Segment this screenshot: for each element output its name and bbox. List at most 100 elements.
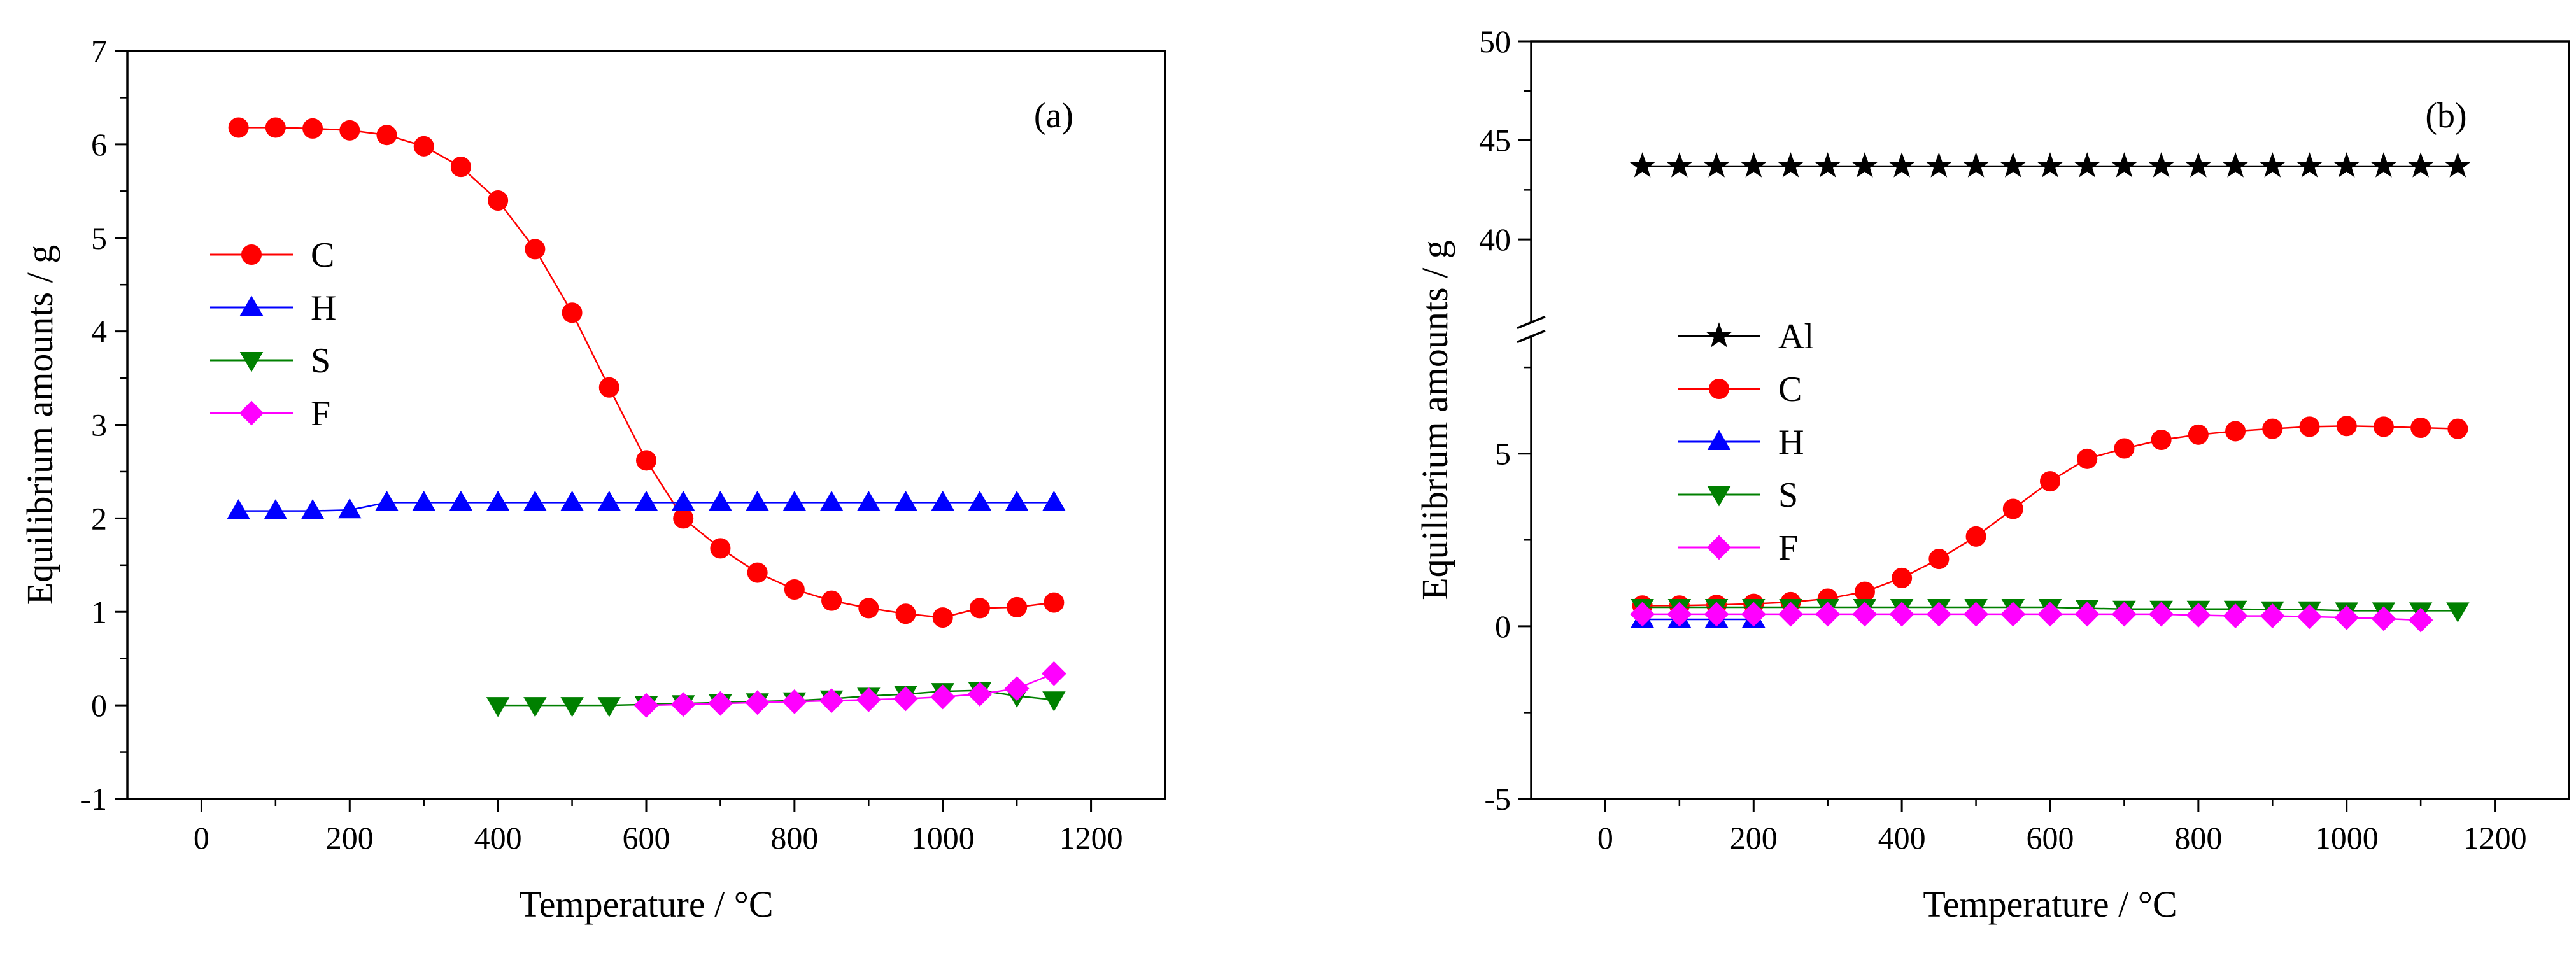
panel-b-data-point [2077, 448, 2098, 469]
panel-a-data-point [634, 490, 658, 511]
panel-b-data-point [2074, 602, 2100, 627]
panel-a-legend-entry: F [311, 394, 330, 433]
panel-a-data-point [969, 598, 990, 619]
panel-a-data-point [746, 490, 769, 511]
panel-a-data-point [782, 689, 807, 714]
panel-b-data-point [1889, 602, 1914, 627]
panel-a-data-point [671, 490, 695, 511]
panel-b-data-point [2149, 602, 2174, 627]
panel-b-series-f [1630, 602, 2433, 633]
panel-b-x-tick-label: 600 [2027, 820, 2074, 856]
panel-a-data-point [523, 697, 547, 717]
panel-a-data-point [597, 490, 621, 511]
panel-a-data-point [523, 490, 547, 511]
panel-b-x-tick-label: 0 [1597, 820, 1613, 856]
panel-a-data-point [745, 690, 770, 715]
panel-a-data-point [560, 490, 584, 511]
panel-b-data-point [2297, 604, 2322, 630]
panel-a-label: (a) [1034, 96, 1073, 136]
panel-a-series-c [228, 117, 1065, 628]
panel-b-data-point [1667, 602, 1692, 627]
panel-b-data-point [2002, 498, 2023, 519]
panel-a-x-tick-label: 0 [194, 820, 209, 856]
panel-b-data-point [2225, 421, 2246, 442]
panel-b-legend-entry: Al [1778, 317, 1814, 356]
panel-b-data-point [2336, 416, 2357, 437]
panel-a-legend-entry: S [311, 341, 330, 381]
panel-b-data-point [2408, 607, 2433, 633]
panel-b-data-point [1704, 602, 1729, 627]
panel-b-legend-marker [1709, 379, 1729, 399]
panel-a-series-line [238, 127, 1054, 619]
panel-a-data-point [894, 490, 917, 511]
panel-a-data-point [486, 490, 510, 511]
panel-b-data-point [1815, 602, 1841, 627]
panel-b-y-tick-label: 5 [1495, 436, 1511, 472]
panel-b-legend-entry: H [1778, 423, 1804, 462]
panel-a-data-point [450, 157, 471, 178]
panel-b-legend-marker [1707, 486, 1731, 507]
panel-b-y-tick-label: 45 [1479, 123, 1511, 158]
panel-b-legend-entry: S [1778, 475, 1798, 515]
panel-a-data-point [375, 490, 399, 511]
panel-a-data-point [264, 499, 288, 519]
panel-a-data-point [670, 692, 696, 717]
panel-a-series-line [646, 673, 1054, 707]
panel-b-data-point [1703, 152, 1730, 178]
panel-a-data-point [857, 490, 881, 511]
panel-a-data-point [930, 684, 956, 710]
panel-a-legend-entry: H [311, 288, 336, 328]
panel-a-data-point [747, 562, 768, 583]
panel-b-data-point [1925, 152, 1953, 178]
panel-a-data-point [636, 450, 656, 471]
panel-a-data-point [1042, 691, 1066, 712]
panel-a-data-point [1007, 596, 1028, 617]
panel-b-data-point [1964, 602, 1989, 627]
panel-a-data-point [858, 598, 879, 619]
panel-a-series-h [227, 490, 1066, 519]
panel-b-data-point [2148, 152, 2175, 178]
panel-a-data-point [931, 490, 954, 511]
panel-b-data-point [2114, 438, 2135, 459]
panel-a-data-point [302, 118, 323, 139]
panel-b-data-point [2186, 603, 2211, 628]
panel-b-data-point [1962, 152, 1990, 178]
panel-a-data-point [932, 607, 953, 628]
panel-a-x-tick-label: 1200 [1059, 820, 1123, 856]
panel-a-data-point [339, 120, 360, 141]
panel-a-data-point [1004, 676, 1030, 701]
panel-b-legend-marker [1706, 322, 1732, 348]
panel-a-data-point [412, 490, 435, 511]
panel-a-data-point [265, 117, 286, 138]
panel-b-x-tick-label: 400 [1878, 820, 1926, 856]
panel-a: -1 0 1 2 3 4 5 6 7 0 200 400 600 800 1000 1200 Temperatu… [19, 33, 1166, 925]
panel-b-data-point [1741, 602, 1766, 627]
panel-a-data-point [856, 687, 881, 712]
panel-a-data-point [784, 579, 805, 600]
panel-b-data-point [1778, 602, 1803, 627]
panel-a-y-tick-label: 0 [91, 687, 107, 723]
panel-a-data-point [1041, 661, 1066, 686]
panel-a-x-tick-label: 1000 [911, 820, 975, 856]
panel-b-data-point [1965, 526, 1986, 547]
panel-b-y-axis-label: Equilibrium amounts / g [1414, 240, 1455, 600]
panel-a-legend-entry: C [311, 236, 334, 275]
panel-a-data-point [488, 190, 509, 211]
panel-b-series-line [1642, 425, 2458, 607]
panel-b-data-point [2222, 152, 2249, 178]
panel-b-data-point [2371, 606, 2396, 631]
panel-a-legend-marker [239, 295, 264, 316]
panel-b-break-mark [1517, 329, 1546, 344]
panel-b-data-point [2410, 418, 2431, 439]
panel-b-data-point [2040, 471, 2060, 492]
panel-b-data-point [1630, 602, 1655, 627]
panel-b-data-point [2446, 602, 2470, 623]
panel-a-data-point [967, 682, 993, 707]
panel-a-data-point [228, 117, 249, 138]
panel-a-x-tick-label: 200 [326, 820, 374, 856]
panel-a-x-tick-label: 400 [474, 820, 522, 856]
panel-b-series-al [1629, 152, 2472, 178]
